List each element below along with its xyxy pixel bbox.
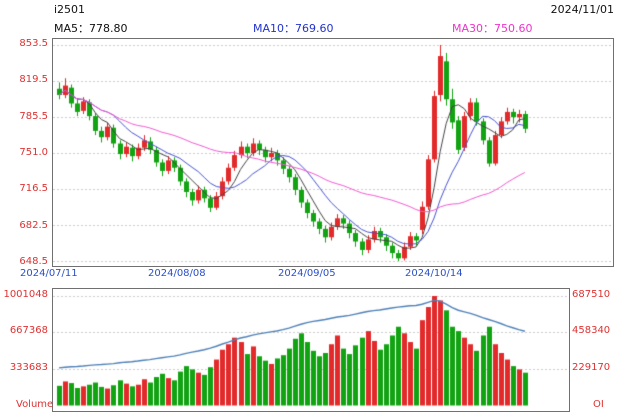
- volume-tick-1: 667368: [9, 325, 48, 336]
- oi-axis-title: OI: [593, 399, 604, 410]
- symbol-label: i2501: [54, 3, 86, 16]
- ma5-readout: MA5：778.80: [54, 22, 128, 35]
- price-tick-5: 682.5: [19, 220, 48, 231]
- ma10-readout: MA10：769.60: [253, 22, 334, 35]
- ma30-readout: MA30：750.60: [452, 22, 533, 35]
- date-tick-0: 2024/07/11: [20, 268, 78, 279]
- session-date-label: 2024/11/01: [550, 3, 614, 16]
- price-tick-3: 751.0: [19, 147, 48, 158]
- oi-tick-0: 687510: [572, 289, 611, 300]
- price-tick-0: 853.5: [19, 38, 48, 49]
- volume-tick-2: 333683: [9, 362, 48, 373]
- volume-chart-canvas[interactable]: [53, 289, 567, 409]
- price-tick-4: 716.5: [19, 183, 48, 194]
- price-chart-panel: [52, 38, 614, 267]
- date-tick-2: 2024/09/05: [278, 268, 336, 279]
- volume-axis-title: Volume: [16, 399, 54, 410]
- price-tick-6: 648.5: [19, 256, 48, 267]
- oi-tick-1: 458340: [572, 325, 611, 336]
- date-tick-3: 2024/10/14: [405, 268, 463, 279]
- price-tick-1: 819.5: [19, 74, 48, 85]
- volume-chart-panel: [52, 288, 570, 412]
- oi-tick-2: 229170: [572, 362, 611, 373]
- date-tick-1: 2024/08/08: [148, 268, 206, 279]
- volume-tick-0: 1001048: [3, 289, 48, 300]
- price-tick-2: 785.5: [19, 111, 48, 122]
- price-chart-canvas[interactable]: [53, 39, 611, 264]
